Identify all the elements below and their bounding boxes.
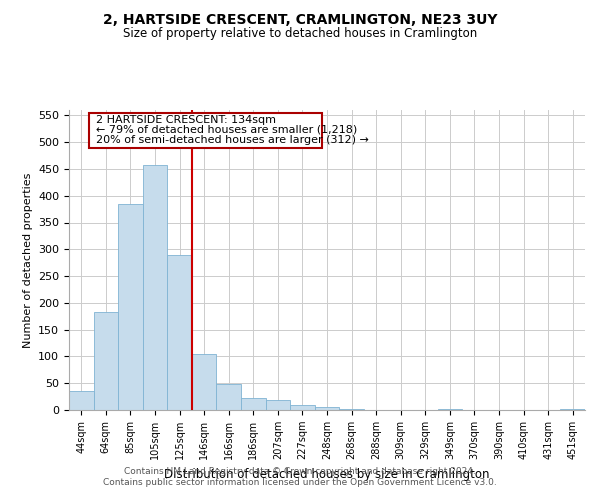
Bar — [143, 165, 167, 410]
Bar — [217, 384, 241, 410]
Bar — [315, 408, 339, 410]
Bar — [290, 404, 315, 410]
Text: 20% of semi-detached houses are larger (312) →: 20% of semi-detached houses are larger (… — [96, 134, 369, 144]
Text: 2, HARTSIDE CRESCENT, CRAMLINGTON, NE23 3UY: 2, HARTSIDE CRESCENT, CRAMLINGTON, NE23 … — [103, 12, 497, 26]
FancyBboxPatch shape — [89, 112, 322, 148]
Text: 2 HARTSIDE CRESCENT: 134sqm: 2 HARTSIDE CRESCENT: 134sqm — [96, 116, 276, 126]
Text: ← 79% of detached houses are smaller (1,218): ← 79% of detached houses are smaller (1,… — [96, 125, 357, 135]
Y-axis label: Number of detached properties: Number of detached properties — [23, 172, 32, 348]
Text: Contains public sector information licensed under the Open Government Licence v3: Contains public sector information licen… — [103, 478, 497, 487]
Text: Contains HM Land Registry data © Crown copyright and database right 2024.: Contains HM Land Registry data © Crown c… — [124, 467, 476, 476]
Bar — [94, 312, 118, 410]
X-axis label: Distribution of detached houses by size in Cramlington: Distribution of detached houses by size … — [164, 468, 490, 480]
Bar — [167, 254, 192, 410]
Bar — [69, 391, 94, 410]
Bar — [266, 400, 290, 410]
Text: Size of property relative to detached houses in Cramlington: Size of property relative to detached ho… — [123, 28, 477, 40]
Bar — [192, 354, 217, 410]
Bar — [118, 204, 143, 410]
Bar — [241, 398, 266, 410]
